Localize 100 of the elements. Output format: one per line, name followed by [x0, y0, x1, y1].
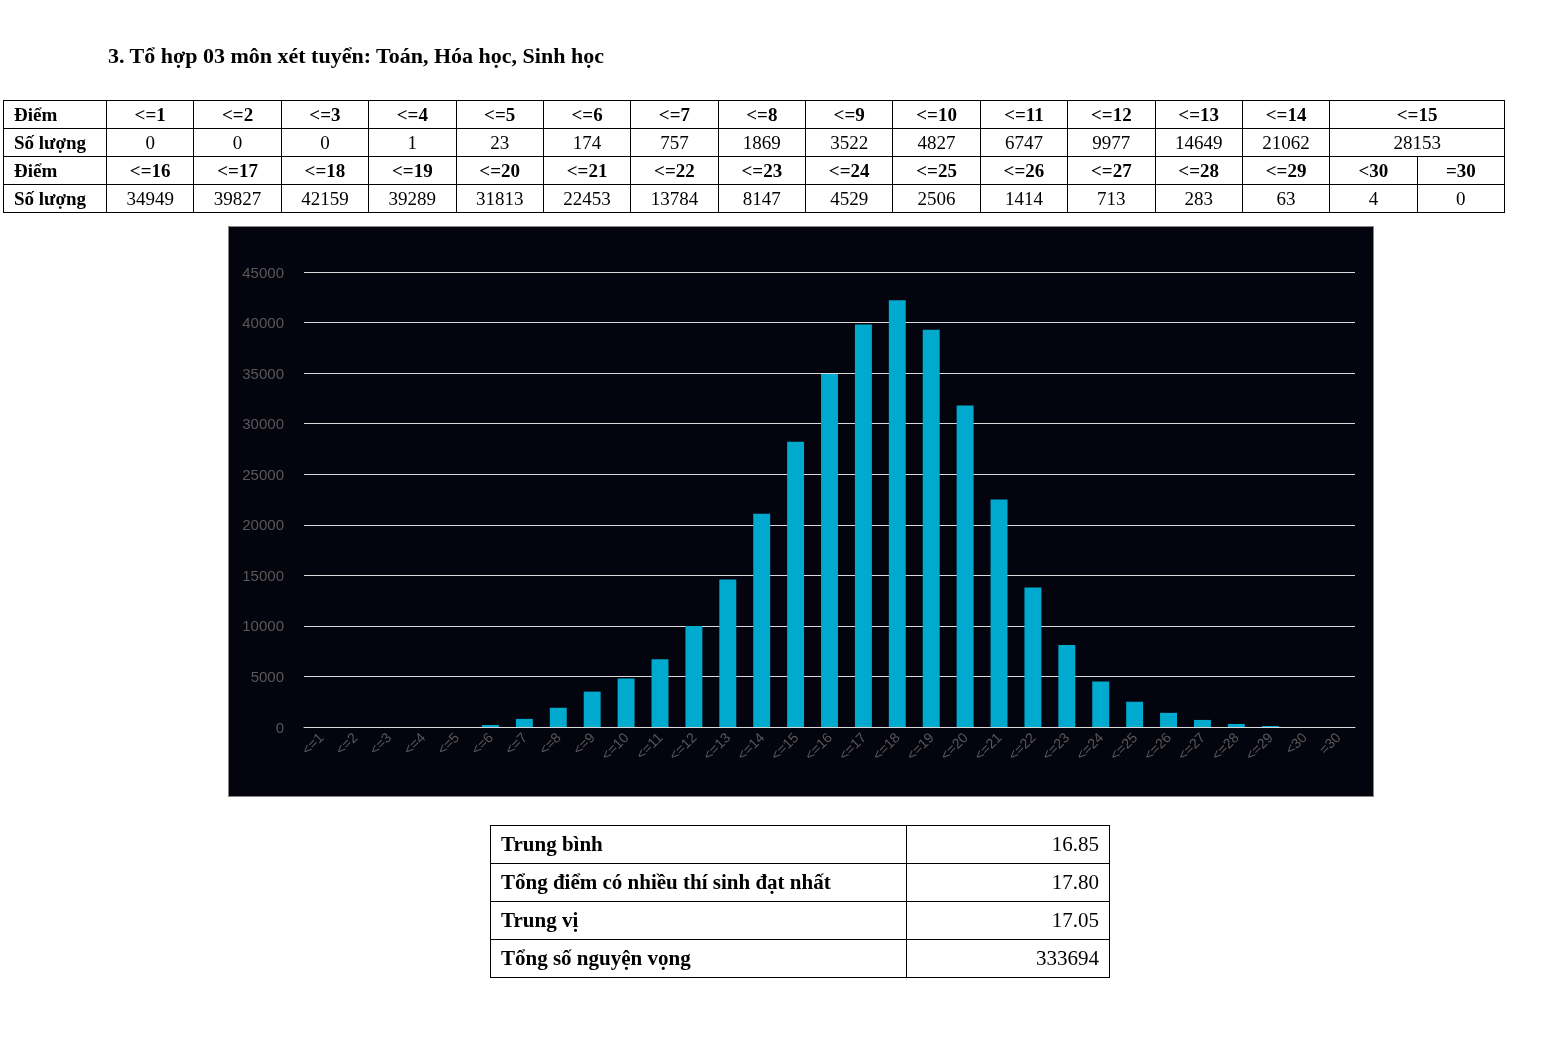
- x-tick-label: <=8: [535, 729, 565, 758]
- y-tick-label: 30000: [242, 415, 284, 433]
- y-tick-label: 40000: [242, 314, 284, 332]
- x-tick-label: <=7: [501, 729, 531, 758]
- text: 713: [1067, 184, 1155, 213]
- text: <=29: [1242, 156, 1330, 185]
- bar: [1193, 719, 1211, 727]
- text: <30: [1329, 156, 1418, 185]
- x-tick-label: =30: [1315, 729, 1344, 758]
- bar: [956, 405, 974, 727]
- text: 6747: [980, 128, 1068, 157]
- bar: [549, 707, 567, 727]
- text: 31813: [456, 184, 544, 213]
- bar: [753, 513, 771, 727]
- text: <=11: [980, 100, 1068, 129]
- x-tick-label: <=6: [467, 729, 497, 758]
- y-tick-label: 35000: [242, 364, 284, 382]
- y-tick-label: 15000: [242, 566, 284, 584]
- text: 34949: [106, 184, 194, 213]
- text: 9977: [1067, 128, 1155, 157]
- text: 22453: [543, 184, 631, 213]
- text: Điểm: [3, 156, 107, 185]
- text: <=23: [718, 156, 806, 185]
- text: Số lượng: [3, 184, 107, 213]
- text: 8147: [718, 184, 806, 213]
- y-tick-label: 5000: [250, 667, 284, 685]
- text: <=12: [1067, 100, 1155, 129]
- text: <=20: [456, 156, 544, 185]
- x-tick-label: <=1: [298, 729, 327, 758]
- text: 0: [281, 128, 369, 157]
- bar: [990, 499, 1008, 727]
- text: <=1: [106, 100, 194, 129]
- text: 0: [1417, 184, 1505, 213]
- text: 1: [368, 128, 456, 157]
- bar: [617, 678, 635, 727]
- x-tick-label: <=2: [332, 729, 361, 758]
- bar: [1126, 701, 1144, 727]
- text: 16.85: [906, 825, 1110, 864]
- bar: [481, 724, 499, 727]
- x-tick-label: <=4: [399, 729, 429, 758]
- bar: [685, 625, 703, 727]
- text: 283: [1155, 184, 1243, 213]
- text: <=21: [543, 156, 631, 185]
- text: 42159: [281, 184, 369, 213]
- bar: [1024, 587, 1042, 727]
- y-tick-label: 0: [275, 718, 284, 736]
- text: 1869: [718, 128, 806, 157]
- text: <=25: [892, 156, 981, 185]
- text: 63: [1242, 184, 1330, 213]
- text: 39289: [368, 184, 456, 213]
- text: 333694: [906, 939, 1110, 978]
- bar: [1092, 681, 1110, 727]
- bar: [1160, 712, 1178, 727]
- text: 4: [1329, 184, 1418, 213]
- x-tick-label: <=11: [632, 729, 666, 763]
- bar: [1058, 645, 1076, 727]
- text: 39827: [193, 184, 282, 213]
- text: <=7: [630, 100, 719, 129]
- bar: [854, 324, 872, 727]
- bar: [583, 691, 601, 727]
- text: Tổng số nguyện vọng: [490, 939, 907, 978]
- text: Trung vị: [490, 901, 907, 940]
- text: 1414: [980, 184, 1068, 213]
- x-tick-label: <30: [1281, 729, 1310, 758]
- text: 2506: [892, 184, 981, 213]
- text: 13784: [630, 184, 719, 213]
- bar: [515, 718, 533, 727]
- text: <=10: [892, 100, 981, 129]
- bar: [719, 579, 737, 727]
- text: <=17: [193, 156, 282, 185]
- text: <=3: [281, 100, 369, 129]
- text: <=9: [805, 100, 893, 129]
- y-tick-label: 10000: [242, 617, 284, 635]
- bar: [787, 441, 805, 727]
- bar: [821, 374, 838, 727]
- y-tick-label: 45000: [242, 263, 284, 281]
- text: <=4: [368, 100, 456, 129]
- x-tick-label: <=5: [433, 729, 463, 758]
- text: 23: [456, 128, 544, 157]
- text: 28153: [1329, 128, 1505, 157]
- bar: [922, 329, 940, 727]
- text: <=16: [106, 156, 194, 185]
- text: 14649: [1155, 128, 1243, 157]
- text: 757: [630, 128, 719, 157]
- text: 4827: [892, 128, 981, 157]
- text: <=22: [630, 156, 719, 185]
- text: <=6: [543, 100, 631, 129]
- bar: [1227, 723, 1245, 727]
- text: 0: [106, 128, 194, 157]
- text: 4529: [805, 184, 893, 213]
- y-tick-label: 20000: [242, 516, 284, 534]
- text: <=15: [1329, 100, 1505, 129]
- text: <=26: [980, 156, 1068, 185]
- text: 174: [543, 128, 631, 157]
- x-tick-label: <=3: [366, 729, 395, 758]
- text: <=27: [1067, 156, 1155, 185]
- y-tick-label: 25000: [242, 465, 284, 483]
- bar: [888, 300, 906, 727]
- text: <=18: [281, 156, 369, 185]
- text: 21062: [1242, 128, 1330, 157]
